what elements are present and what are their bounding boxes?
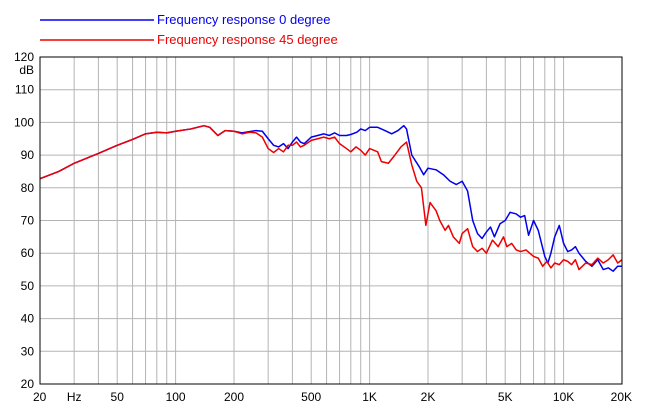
x-tick-label: 5K bbox=[498, 390, 513, 404]
x-tick-label: 1K bbox=[362, 390, 377, 404]
x-tick-label: 10K bbox=[553, 390, 574, 404]
x-tick-label: 200 bbox=[224, 390, 244, 404]
y-tick-label: 120 bbox=[14, 50, 34, 64]
x-tick-label: 20 bbox=[33, 390, 47, 404]
series-layer bbox=[39, 124, 623, 272]
y-tick-label: 80 bbox=[21, 181, 35, 195]
y-unit-label: dB bbox=[19, 63, 34, 77]
grid bbox=[40, 57, 622, 384]
x-tick-label: 500 bbox=[301, 390, 321, 404]
y-tick-label: 110 bbox=[15, 83, 34, 97]
x-tick-label: 100 bbox=[166, 390, 186, 404]
y-tick-label: 90 bbox=[21, 148, 35, 162]
x-tick-label: 20K bbox=[611, 390, 632, 404]
x-unit-label: Hz bbox=[67, 390, 82, 404]
y-tick-label: 40 bbox=[21, 312, 35, 326]
y-tick-label: 70 bbox=[21, 214, 35, 228]
x-tick-label: 2K bbox=[421, 390, 436, 404]
y-tick-label: 50 bbox=[21, 279, 35, 293]
legend: Frequency response 0 degree Frequency res… bbox=[40, 12, 338, 47]
x-tick-label: 50 bbox=[111, 390, 125, 404]
plot-frame bbox=[39, 56, 623, 385]
legend-label: Frequency response 45 degree bbox=[157, 32, 338, 47]
y-tick-label: 20 bbox=[21, 377, 35, 391]
legend-label: Frequency response 0 degree bbox=[157, 12, 330, 27]
y-tick-label: 60 bbox=[21, 246, 35, 260]
y-tick-label: 100 bbox=[14, 115, 34, 129]
series-line bbox=[39, 124, 623, 271]
y-tick-label: 30 bbox=[21, 344, 35, 358]
